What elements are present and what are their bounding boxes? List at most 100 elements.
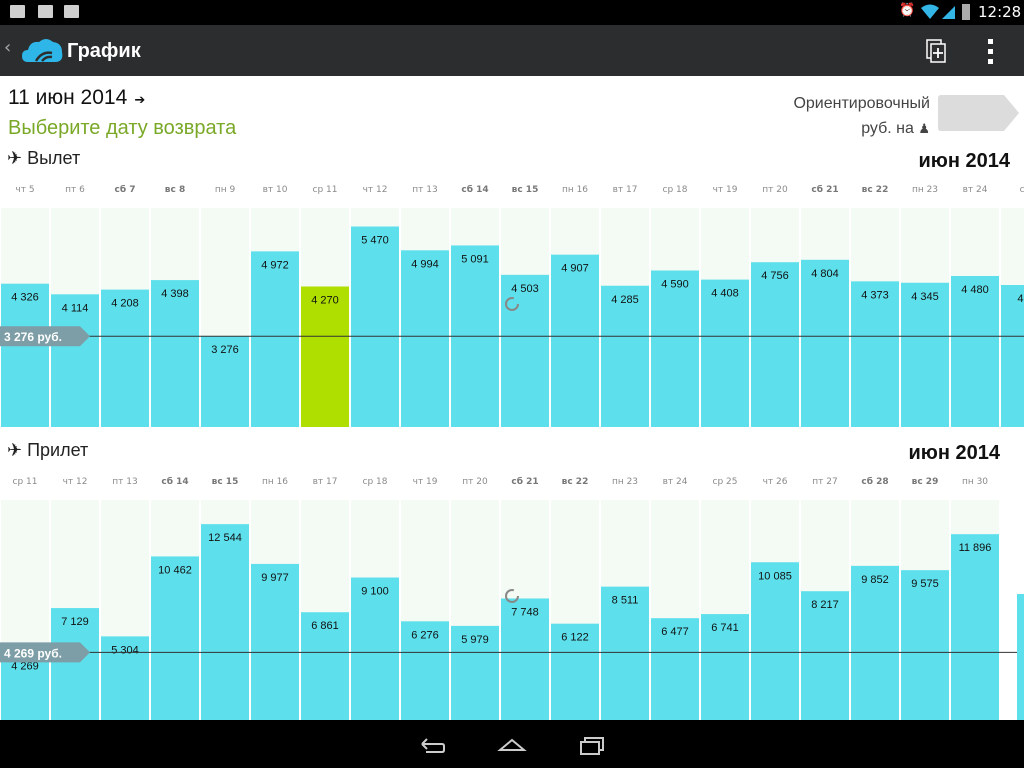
departure-day-label: пн 16 <box>561 185 589 195</box>
departure-bar[interactable] <box>851 281 899 427</box>
arrival-day-label: вт 17 <box>312 477 338 487</box>
shopping-bag-icon <box>64 5 79 18</box>
arrival-bar[interactable] <box>101 636 149 720</box>
wifi-icon <box>921 4 939 19</box>
departure-day-label: пт 13 <box>412 185 438 195</box>
departure-bar[interactable] <box>701 279 749 427</box>
departure-day-label: сб 7 <box>114 185 136 195</box>
arrival-reference-label: 4 269 руб. <box>4 646 62 660</box>
arrival-bar[interactable] <box>301 612 349 720</box>
arrival-bar[interactable] <box>551 623 599 720</box>
navigation-bar <box>0 720 1024 768</box>
arrival-day-label: сб 14 <box>161 477 189 487</box>
arrival-bar[interactable] <box>1 652 49 720</box>
arrival-bar[interactable] <box>701 614 749 720</box>
arrival-bar[interactable] <box>351 577 399 720</box>
departure-bar[interactable] <box>151 280 199 427</box>
clock: 12:28 <box>978 3 1022 21</box>
arrival-bar[interactable] <box>901 570 949 720</box>
departure-bar[interactable] <box>101 289 149 427</box>
back-caret-icon: ‹ <box>4 37 12 58</box>
status-bar: ⏰ 12:28 <box>0 0 1024 25</box>
departure-bar[interactable] <box>801 259 849 427</box>
departure-bar[interactable] <box>751 262 799 427</box>
departure-loading-spinner-icon <box>505 297 519 311</box>
departure-reference-label: 3 276 руб. <box>4 330 62 344</box>
arrival-bar[interactable] <box>151 556 199 720</box>
departure-bar[interactable] <box>1 283 49 427</box>
arrival-bar[interactable] <box>601 586 649 720</box>
price-estimate: Ориентировочный руб. на ♟ <box>745 91 930 141</box>
departure-bar-label: 4 804 <box>811 268 839 280</box>
departure-bar-label: 4 994 <box>411 258 439 270</box>
up-button[interactable]: ‹ График <box>0 25 150 76</box>
departure-bar[interactable] <box>251 251 299 427</box>
arrival-bar[interactable] <box>751 562 799 720</box>
departure-day-label: чт 5 <box>15 185 35 195</box>
departure-bar[interactable] <box>501 274 549 427</box>
departure-bar-label: 4 114 <box>62 302 89 314</box>
arrival-bar-label: 8 511 <box>612 595 639 607</box>
departure-bar[interactable] <box>601 285 649 427</box>
arrival-day-labels: ср 11 чт 12 пт 13 сб 14 вс 15 пн 16 вт 17 ср 18… <box>0 477 1024 491</box>
departure-day-label: вс 22 <box>861 185 889 195</box>
arrival-bar-label: 9 852 <box>861 574 889 586</box>
selected-date: 11 июн 2014 <box>8 86 128 109</box>
departure-day-label: вс 8 <box>164 185 186 195</box>
departure-bar[interactable] <box>51 294 99 427</box>
departure-bar[interactable] <box>351 226 399 428</box>
arrival-bar[interactable] <box>951 534 999 720</box>
departure-day-label: чт 19 <box>712 185 738 195</box>
departure-day-label: пн 9 <box>214 185 236 195</box>
date-selector[interactable]: 11 июн 2014 ➔ <box>8 86 145 110</box>
departure-bar-label: 4 398 <box>161 288 189 300</box>
departure-bar[interactable] <box>1001 285 1024 427</box>
departure-bar-label: 4 590 <box>661 279 689 291</box>
arrival-bar[interactable] <box>451 625 499 720</box>
home-button-icon[interactable] <box>496 732 528 756</box>
departure-chart[interactable]: 4 326 4 114 4 208 4 398 3 276 4 972 4 270 5 470… <box>0 208 1024 427</box>
arrival-bar[interactable] <box>401 621 449 720</box>
departure-bar-label: 4 480 <box>961 284 989 296</box>
arrival-bar-label: 10 085 <box>758 570 792 582</box>
arrival-bar-label: 9 100 <box>361 586 389 598</box>
overflow-menu-button[interactable] <box>975 33 1007 69</box>
departure-bar[interactable] <box>901 282 949 427</box>
departure-bar[interactable] <box>651 270 699 428</box>
back-button-icon[interactable] <box>416 732 448 756</box>
arrival-day-label: пн 23 <box>611 477 639 487</box>
departure-bar-label: 4 345 <box>911 291 939 303</box>
departure-bar[interactable] <box>401 250 449 427</box>
return-date-prompt[interactable]: Выберите дату возврата <box>8 117 237 139</box>
arrival-bar[interactable] <box>251 563 299 720</box>
new-window-button[interactable] <box>918 33 954 69</box>
action-bar: ‹ График <box>0 25 1024 76</box>
departure-day-label: вс 15 <box>511 185 539 195</box>
arrival-day-label: пн 16 <box>261 477 289 487</box>
arrival-day-label: вс 29 <box>911 477 939 487</box>
arrival-bar-label: 11 896 <box>959 542 992 554</box>
arrival-next-bar-partial <box>1017 594 1024 720</box>
arrival-bar[interactable] <box>51 608 99 720</box>
departure-bar[interactable] <box>551 254 599 427</box>
arrival-reference-tag <box>0 642 90 663</box>
arrival-bar[interactable] <box>801 591 849 720</box>
price-estimate-tag <box>938 95 1019 131</box>
arrival-bar[interactable] <box>201 524 249 720</box>
arrival-bar[interactable] <box>651 618 699 720</box>
departure-bar-label: 4 326 <box>11 292 39 304</box>
arrival-chart[interactable]: 4 269 7 129 5 304 10 462 12 544 9 977 6 861 9 1… <box>0 500 1024 720</box>
arrival-bar-label: 5 979 <box>461 634 489 646</box>
alarm-icon: ⏰ <box>899 3 916 18</box>
departure-bar-label: 5 091 <box>461 253 489 265</box>
departure-bar[interactable] <box>301 286 349 428</box>
arrival-day-label: вт 24 <box>662 477 688 487</box>
arrival-bar[interactable] <box>501 598 549 720</box>
recents-button-icon[interactable] <box>576 732 608 756</box>
departure-bar[interactable] <box>201 336 249 427</box>
arrival-bar[interactable] <box>851 565 899 720</box>
departure-day-label: вт 24 <box>962 185 988 195</box>
departure-bar[interactable] <box>951 276 999 427</box>
departure-title: Вылет <box>27 148 81 168</box>
gallery-icon <box>38 5 53 18</box>
